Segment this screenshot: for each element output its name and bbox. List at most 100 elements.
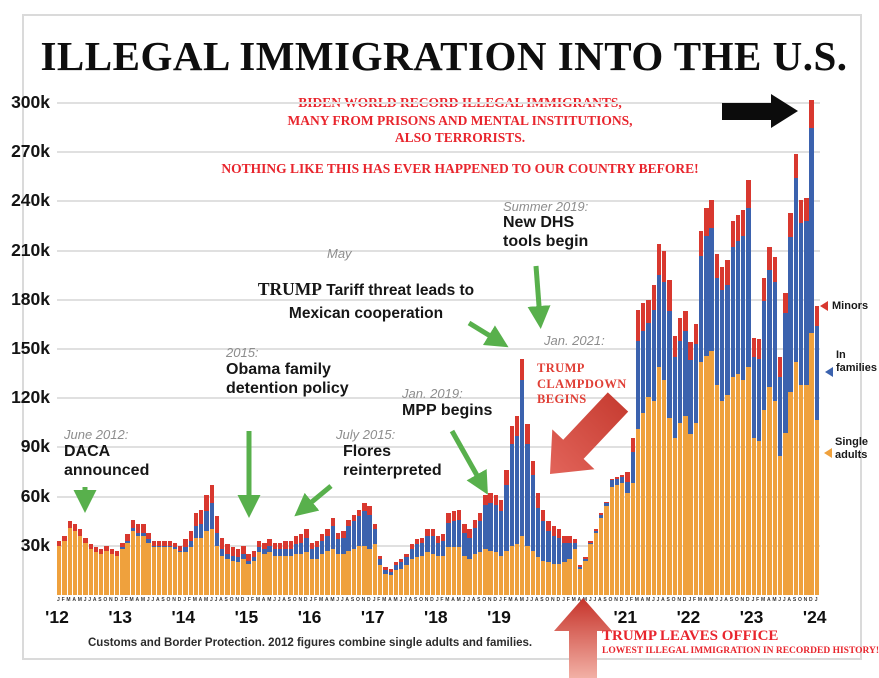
bar-'12-2 [62,535,67,595]
bar-'14-10 [230,547,235,595]
segment-in-families [477,521,483,553]
year-label-'24: '24 [802,607,827,627]
dhs-date: Summer 2019: [503,199,589,214]
segment-minors [588,540,593,543]
segment-minors [762,278,767,302]
bar-'19-12 [556,529,562,595]
segment-minors [425,529,430,536]
bar-'13-11 [172,542,178,595]
bar-'19-1 [499,499,504,595]
bar-'15-2 [251,550,257,595]
segment-minors [251,550,257,558]
bar-'17-1 [372,524,378,595]
segment-minors [88,544,93,550]
segment-minors [383,567,388,571]
month-ticks-'24: J [814,597,818,603]
segment-in-families [488,503,493,551]
segment-single-adults [156,547,162,595]
segment-in-families [667,311,672,418]
segment-in-families [762,301,767,410]
segment-single-adults [520,535,525,595]
segment-single-adults [377,565,383,595]
bar-'21-7 [656,244,662,595]
bar-'12-8 [93,547,99,595]
segment-minors [688,342,693,361]
segment-minors [167,540,172,546]
segment-in-families [777,376,783,456]
y-tick-60k: 60k [20,485,50,506]
segment-in-families [567,542,572,559]
segment-single-adults [614,485,620,595]
segment-single-adults [662,380,667,595]
segment-minors [351,514,357,522]
segment-minors [346,519,351,527]
bar-'16-5 [330,517,335,595]
bar-'18-11 [488,493,493,595]
bar-'16-4 [325,529,330,595]
segment-single-adults [609,486,614,595]
segment-minors [83,537,88,543]
segment-minors [509,426,514,445]
flores-label: Flores reinterpreted [343,443,442,479]
segment-in-families [188,540,193,548]
segment-in-families [546,531,551,563]
bar-'14-2 [188,531,193,595]
segment-in-families [609,480,614,487]
segment-in-families [583,558,588,561]
tariff-date: May [327,246,352,261]
segment-in-families [735,240,741,374]
segment-single-adults [88,549,93,595]
segment-minors [651,285,656,310]
segment-single-adults [530,550,535,595]
bar-'17-9 [414,539,420,595]
gridline-60k [57,495,820,498]
segment-minors [725,260,730,286]
segment-in-families [751,357,756,438]
bar-'13-12 [178,545,183,595]
segment-minors [788,212,793,238]
segment-minors [230,547,235,556]
bar-'20-4 [577,565,583,595]
trump-leaves-office-label: TRUMP LEAVES OFFICE [602,628,779,644]
segment-in-families [462,532,467,556]
segment-single-adults [751,437,756,595]
segment-single-adults [393,570,399,595]
segment-in-families [167,545,172,548]
segment-minors [320,534,325,541]
segment-in-families [767,270,772,387]
segment-in-families [562,542,567,563]
segment-minors [746,180,751,208]
segment-minors [772,257,777,282]
segment-minors [598,513,604,515]
segment-single-adults [635,429,641,595]
year-label-'22: '22 [676,607,701,627]
segment-minors [614,476,620,479]
segment-in-families [804,221,809,386]
bar-'21-11 [677,317,683,595]
segment-single-adults [735,373,741,595]
segment-in-families [320,540,325,554]
segment-in-families [635,340,641,430]
bar-'16-3 [320,534,325,595]
bar-'15-10 [293,535,299,595]
segment-in-families [741,235,746,381]
bar-'20-9 [604,501,609,595]
bar-'20-12 [620,475,625,595]
segment-minors [730,221,735,248]
segment-single-adults [214,545,220,595]
segment-single-adults [598,517,604,595]
bar-'20-5 [583,557,588,595]
segment-in-families [493,504,499,553]
segment-single-adults [646,396,651,595]
segment-single-adults [641,412,646,595]
segment-in-families [514,435,520,545]
segment-minors [304,529,309,538]
segment-single-adults [451,547,456,595]
segment-in-families [814,326,820,420]
segment-minors [93,547,99,553]
segment-minors [204,494,209,512]
